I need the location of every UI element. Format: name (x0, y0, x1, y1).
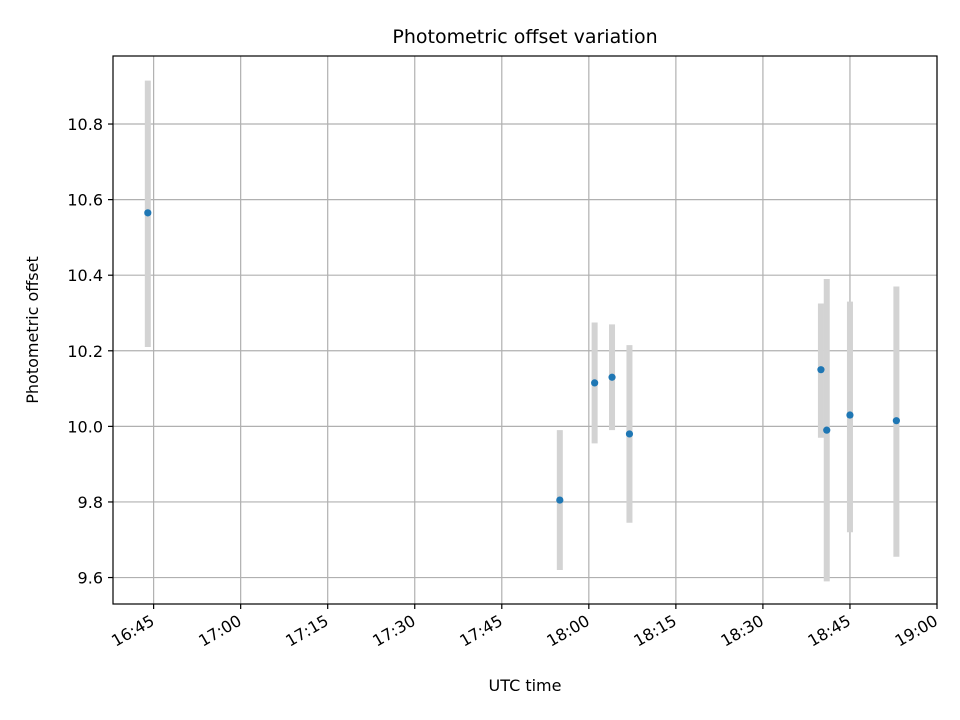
x-tick-label: 19:00 (892, 611, 941, 651)
x-axis-title: UTC time (489, 676, 562, 695)
x-tick-label: 17:30 (369, 611, 418, 651)
x-tick-label: 17:15 (282, 611, 331, 651)
x-tick-label: 17:45 (456, 611, 505, 651)
chart-title: Photometric offset variation (392, 26, 657, 48)
grid (113, 56, 938, 604)
y-tick-label: 10.6 (67, 191, 103, 210)
data-points (144, 209, 900, 504)
error-bars (144, 80, 900, 582)
x-tick-label: 18:45 (805, 611, 854, 651)
data-point (144, 209, 152, 217)
y-axis-title: Photometric offset (23, 256, 42, 404)
data-point (823, 426, 831, 434)
data-point (892, 417, 900, 425)
x-tick-label: 18:00 (543, 611, 592, 651)
x-tick-label: 18:30 (717, 611, 766, 651)
x-tick-label: 16:45 (108, 611, 157, 651)
y-tick-label: 9.6 (78, 569, 103, 588)
x-axis-ticks: 16:45 17:00 17:15 17:30 17:45 18:00 18:15 18:30… (108, 604, 941, 651)
plot-frame (112, 55, 938, 605)
y-tick-label: 10.8 (67, 115, 103, 134)
data-point (846, 411, 854, 419)
y-tick-label: 10.4 (67, 266, 103, 285)
y-tick-label: 10.2 (67, 342, 103, 361)
x-tick-label: 17:00 (195, 611, 244, 651)
data-point (625, 430, 634, 438)
y-tick-label: 9.8 (78, 493, 103, 512)
data-point (817, 366, 825, 374)
data-point (608, 373, 616, 381)
y-axis-ticks: 9.6 9.8 10.0 10.2 10.4 10.6 10.8 (67, 115, 113, 588)
data-point (556, 496, 564, 504)
y-tick-label: 10.0 (67, 417, 103, 436)
data-point (591, 379, 599, 387)
x-tick-label: 18:15 (630, 611, 679, 651)
